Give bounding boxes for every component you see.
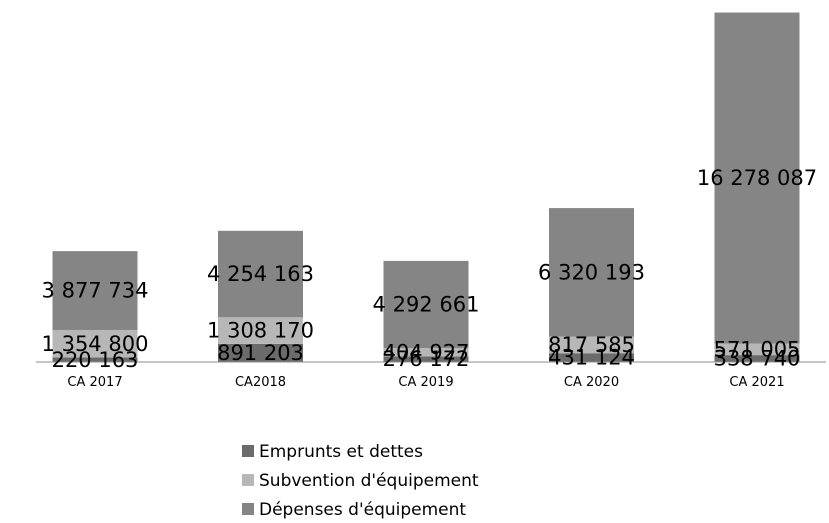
data-label: 338 740 (714, 347, 801, 371)
data-label: 1 308 170 (207, 319, 314, 343)
legend-label: Emprunts et dettes (259, 442, 423, 462)
legend-swatch (242, 474, 254, 486)
bar-segment (714, 343, 800, 356)
legend-item: Emprunts et dettes (242, 442, 423, 462)
data-label: 220 163 (52, 348, 139, 372)
data-label: 431 124 (548, 346, 635, 370)
legend-item: Dépenses d'équipement (242, 500, 466, 520)
x-tick-label: CA 2021 (729, 375, 784, 390)
data-label: 4 254 163 (207, 262, 314, 286)
bar-segment (714, 355, 800, 362)
data-label: 4 292 661 (373, 293, 480, 317)
x-tick-label: CA 2017 (67, 375, 122, 390)
bar-segment (714, 12, 800, 344)
data-label: 16 278 087 (697, 166, 817, 190)
bars-layer (52, 12, 800, 362)
bar-segment (383, 260, 469, 349)
legend-swatch (242, 503, 254, 515)
x-tick-label: CA2018 (235, 375, 286, 390)
data-label: 891 203 (217, 341, 304, 365)
bar-segment (52, 329, 138, 358)
bar-segment (52, 357, 138, 362)
bar-segment (549, 353, 634, 362)
data-label: 404 927 (383, 340, 470, 364)
bar-segment (549, 208, 634, 337)
data-label: 276 172 (383, 347, 470, 371)
legend-swatch (242, 445, 254, 457)
bar-segment (383, 356, 469, 362)
legend: Emprunts et dettes Subvention d'équipemen… (242, 442, 479, 520)
bar-segment (218, 230, 303, 318)
bar-segment (218, 343, 303, 362)
bar-segment (52, 251, 138, 330)
legend-label: Dépenses d'équipement (259, 500, 466, 520)
x-tick-label: CA 2019 (398, 375, 453, 390)
legend-label: Subvention d'équipement (259, 471, 479, 491)
data-label: 817 585 (548, 333, 635, 357)
data-label: 571 005 (714, 337, 801, 361)
bar-segment (218, 317, 303, 344)
bar-segment (383, 348, 469, 357)
data-label: 6 320 193 (538, 260, 645, 284)
data-label: 3 877 734 (42, 279, 149, 303)
bar-segment (549, 336, 634, 354)
legend-item: Subvention d'équipement (242, 471, 479, 491)
data-label: 1 354 800 (42, 332, 149, 356)
x-tick-labels: CA 2017 CA2018 CA 2019 CA 2020 CA 2021 (67, 375, 784, 390)
x-tick-label: CA 2020 (564, 375, 619, 390)
